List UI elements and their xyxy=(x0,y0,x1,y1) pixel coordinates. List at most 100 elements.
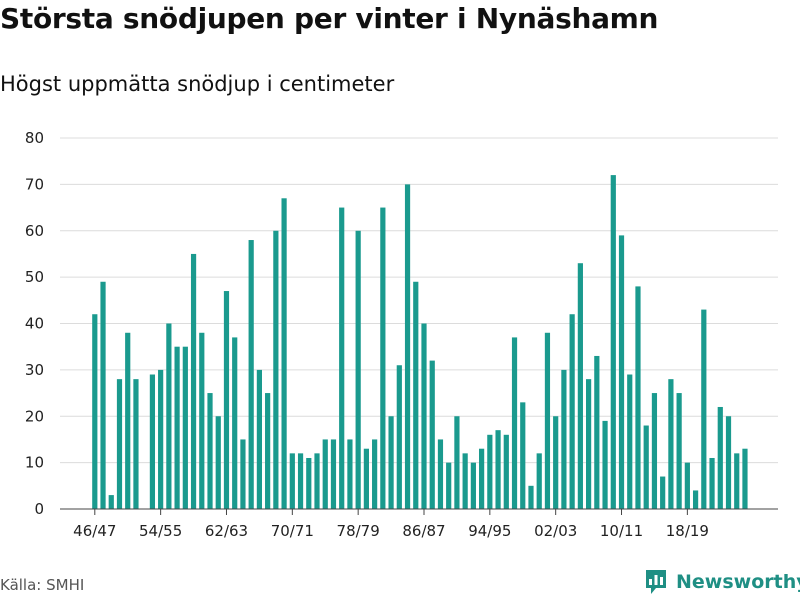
x-tick-labels: 46/47 54/55 62/63 70/71 78/79 86/87 94/95 02/03… xyxy=(73,509,709,540)
newsworthy-logo-icon xyxy=(646,570,666,594)
bar xyxy=(174,346,180,509)
y-tick-label: 50 xyxy=(25,268,44,286)
bar xyxy=(125,332,131,509)
y-tick-label: 60 xyxy=(25,222,44,240)
bar xyxy=(651,393,658,509)
y-tick-label: 70 xyxy=(25,175,44,193)
bar xyxy=(388,416,394,509)
bar xyxy=(182,346,188,509)
bar xyxy=(215,416,221,509)
bar xyxy=(116,379,123,509)
bar xyxy=(676,393,682,509)
y-tick-label: 80 xyxy=(25,129,44,147)
bar xyxy=(355,230,361,509)
bar xyxy=(602,420,608,509)
bar xyxy=(133,379,139,509)
bar xyxy=(322,439,328,509)
bar xyxy=(199,332,205,509)
bar xyxy=(577,263,583,509)
bar xyxy=(684,462,690,510)
bar xyxy=(380,207,386,509)
bar xyxy=(454,416,460,509)
bar xyxy=(372,439,378,509)
x-tick-label: 62/63 xyxy=(205,522,248,540)
bar xyxy=(240,439,246,509)
bar xyxy=(553,416,559,509)
bar xyxy=(207,393,213,509)
bar xyxy=(660,476,666,509)
bar xyxy=(396,365,402,509)
bar xyxy=(265,393,271,509)
bar xyxy=(190,253,197,509)
y-tick-label: 10 xyxy=(25,454,44,472)
bar xyxy=(610,175,616,509)
bar xyxy=(511,337,518,509)
bar xyxy=(536,453,542,509)
bar xyxy=(347,439,353,509)
bar xyxy=(643,425,649,509)
bar xyxy=(314,453,320,509)
x-tick-label: 02/03 xyxy=(534,522,577,540)
bar xyxy=(742,448,748,509)
bar xyxy=(544,332,551,509)
bar xyxy=(487,434,493,509)
chart-subtitle: Högst uppmätta snödjup i centimeter xyxy=(0,72,395,96)
x-tick-label: 94/95 xyxy=(468,522,511,540)
bar xyxy=(100,281,106,509)
y-tick-labels: 0 10 20 30 40 50 60 70 80 xyxy=(25,129,44,518)
bar xyxy=(363,448,369,509)
bar xyxy=(429,360,435,509)
y-tick-label: 40 xyxy=(25,315,44,333)
bar xyxy=(158,369,164,510)
gridlines xyxy=(60,137,778,464)
bar xyxy=(273,230,279,509)
bar xyxy=(421,323,427,509)
bar xyxy=(166,323,172,509)
source-note: Källa: SMHI xyxy=(0,576,85,594)
x-tick-label: 10/11 xyxy=(600,522,643,540)
brand-logo: Newsworthy xyxy=(644,568,800,596)
bar xyxy=(528,485,534,509)
bar xyxy=(281,198,287,510)
bar xyxy=(569,314,575,509)
bar xyxy=(413,281,419,509)
bar xyxy=(717,406,723,509)
bar xyxy=(256,369,262,510)
chart-title: Största snödjupen per vinter i Nynäshamn xyxy=(0,2,659,35)
bar xyxy=(561,369,567,510)
bar xyxy=(149,374,156,509)
bar xyxy=(709,457,715,509)
brand-name: Newsworthy xyxy=(676,571,800,593)
bar xyxy=(503,434,509,509)
bar xyxy=(92,314,98,509)
bar xyxy=(594,355,600,509)
x-tick-label: 78/79 xyxy=(337,522,380,540)
x-tick-label: 86/87 xyxy=(402,522,445,540)
bar xyxy=(289,453,295,509)
bar xyxy=(692,490,699,509)
bar xyxy=(586,379,592,509)
bar xyxy=(734,453,740,509)
bar xyxy=(404,184,411,510)
bar xyxy=(495,430,501,509)
bar xyxy=(297,453,304,509)
bars xyxy=(92,175,748,510)
bar xyxy=(635,286,641,509)
x-tick-label: 70/71 xyxy=(271,522,314,540)
bar xyxy=(108,495,114,509)
bar xyxy=(306,457,312,509)
bar xyxy=(223,291,230,509)
bar xyxy=(437,439,444,509)
bar xyxy=(520,402,526,509)
x-tick-label: 46/47 xyxy=(73,522,116,540)
bar xyxy=(232,337,238,509)
y-tick-label: 20 xyxy=(25,407,44,425)
y-tick-label: 30 xyxy=(25,361,44,379)
bar xyxy=(668,379,674,509)
bar xyxy=(725,416,732,509)
bar xyxy=(248,240,254,509)
bar xyxy=(446,462,452,510)
y-tick-label: 0 xyxy=(34,500,44,518)
bar xyxy=(627,374,633,509)
